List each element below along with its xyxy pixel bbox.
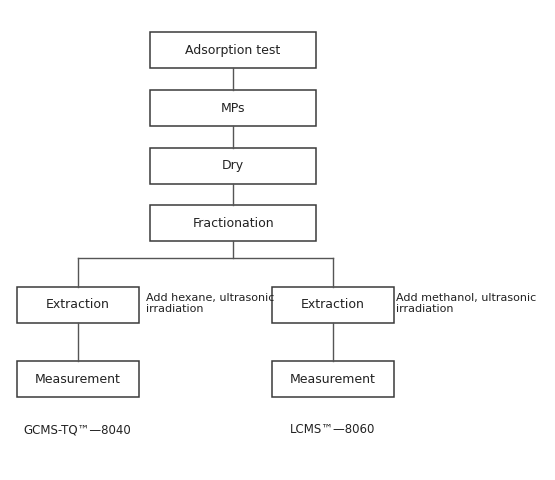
Text: GCMS-TQ™—8040: GCMS-TQ™—8040 — [24, 423, 132, 436]
Text: Dry: Dry — [222, 159, 244, 172]
Bar — [272, 361, 394, 397]
Bar — [150, 90, 316, 126]
Text: Add hexane, ultrasonic
irradiation: Add hexane, ultrasonic irradiation — [146, 292, 274, 314]
Text: Fractionation: Fractionation — [192, 216, 274, 230]
Text: Extraction: Extraction — [46, 298, 110, 312]
Text: Add methanol, ultrasonic
irradiation: Add methanol, ultrasonic irradiation — [396, 292, 536, 314]
Bar — [150, 33, 316, 68]
Text: LCMS™—8060: LCMS™—8060 — [290, 423, 376, 436]
Bar — [17, 287, 139, 323]
Bar — [150, 205, 316, 241]
Text: Extraction: Extraction — [301, 298, 365, 312]
Text: Adsorption test: Adsorption test — [185, 44, 281, 57]
Bar — [17, 361, 139, 397]
Text: Measurement: Measurement — [290, 372, 376, 386]
Text: Measurement: Measurement — [35, 372, 120, 386]
Bar — [272, 287, 394, 323]
Text: MPs: MPs — [221, 101, 245, 115]
Bar — [150, 147, 316, 183]
